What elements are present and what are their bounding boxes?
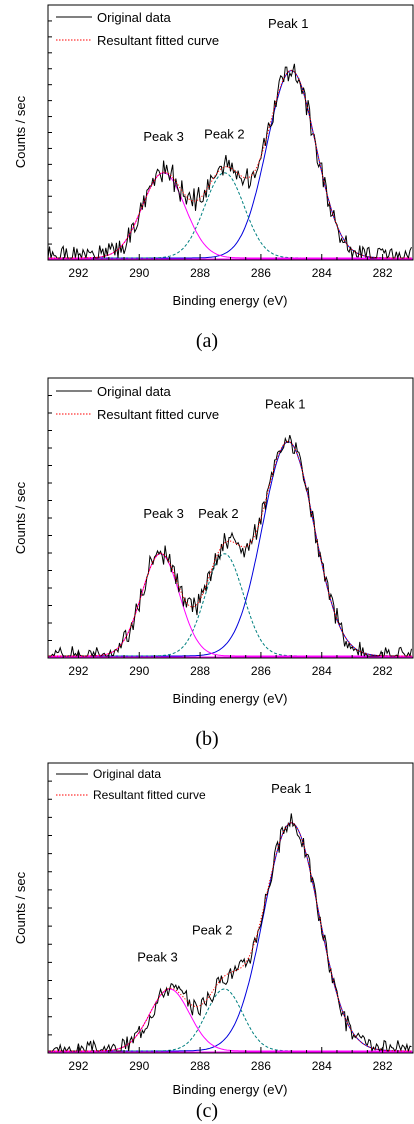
x-tick-label: 284 [312,1059,332,1073]
x-tick-label: 292 [68,266,88,280]
x-tick-label: 286 [251,266,271,280]
plot-frame [47,762,414,1054]
annotation-peak-3: Peak 3 [143,506,183,521]
x-tick-label: 286 [251,1059,271,1073]
fit-component-peak-2 [48,553,412,657]
x-tick-label: 288 [190,1059,210,1073]
legend: Original data Resultant fitted curve [56,767,206,802]
legend-label-fitted: Resultant fitted curve [97,33,219,48]
annotation-peak-1: Peak 1 [265,396,305,411]
fit-component-peak-2 [48,988,412,1052]
x-axis-label: Binding energy (eV) [173,691,288,706]
x-tick-label: 288 [190,266,210,280]
peak-annotations: Peak 1 Peak 2 Peak 3 [143,16,308,144]
x-ticks: 292 290 288 286 284 282 [47,780,414,1073]
peak-annotations: Peak 1 Peak 2 Peak 3 [137,781,311,965]
x-tick-label: 290 [129,664,149,678]
curves [48,434,413,658]
series-original-data [47,63,412,260]
x-tick-label: 282 [373,1059,393,1073]
x-tick-label: 284 [312,664,332,678]
x-ticks: 292 290 288 286 284 282 [47,20,414,280]
series-resultant-fitted-curve [48,69,412,259]
x-tick-label: 286 [251,664,271,678]
x-ticks: 292 290 288 286 284 282 [47,395,414,678]
annotation-peak-2: Peak 2 [204,127,244,142]
annotation-peak-1: Peak 1 [271,781,311,796]
series-resultant-fitted-curve [48,440,412,657]
legend: Original data Resultant fitted curve [56,384,219,422]
annotation-peak-3: Peak 3 [137,950,177,965]
x-tick-label: 290 [129,1059,149,1073]
peak-annotations: Peak 1 Peak 2 Peak 3 [143,396,305,520]
legend-label-original: Original data [93,767,161,781]
x-tick-label: 292 [68,1059,88,1073]
legend-label-fitted: Resultant fitted curve [93,788,206,802]
annotation-peak-1: Peak 1 [268,16,308,31]
x-tick-label: 284 [312,266,332,280]
y-axis-label: Counts / sec [13,95,28,168]
x-tick-label: 292 [68,664,88,678]
fit-component-peak-1 [48,441,412,657]
y-axis-label: Counts / sec [13,481,28,554]
legend: Original data Resultant fitted curve [56,10,219,48]
panel-label: (c) [196,1100,218,1122]
curves [47,63,413,260]
panel-b: 292 290 288 286 284 282 Peak 1 Peak 2 Peak 3 Or… [13,377,414,750]
x-tick-label: 282 [373,266,393,280]
x-tick-label: 288 [190,664,210,678]
panel-a: 292 290 288 286 284 282 Peak 1 Peak 2 Peak 3 Or… [13,4,414,352]
fit-component-peak-3 [48,988,412,1052]
y-axis-label: Counts / sec [13,871,28,944]
fit-component-peak-3 [48,553,412,657]
annotation-peak-2: Peak 2 [198,506,238,521]
annotation-peak-3: Peak 3 [143,129,183,144]
panel-label: (a) [196,330,218,352]
x-axis-label: Binding energy (eV) [173,1082,288,1097]
fit-component-peak-3 [48,172,412,259]
legend-label-original: Original data [97,384,171,399]
annotation-peak-2: Peak 2 [192,922,232,937]
series-original-data [48,434,412,658]
panel-label: (b) [195,728,218,750]
panel-c: 292 290 288 286 284 282 Peak 1 Peak 2 Peak 3 Or… [13,762,414,1122]
x-axis-label: Binding energy (eV) [173,293,288,308]
x-tick-label: 290 [129,266,149,280]
series-original-data [48,813,412,1053]
legend-label-fitted: Resultant fitted curve [97,407,219,422]
legend-label-original: Original data [97,10,171,25]
x-tick-label: 282 [373,664,393,678]
fit-component-peak-2 [48,172,412,259]
